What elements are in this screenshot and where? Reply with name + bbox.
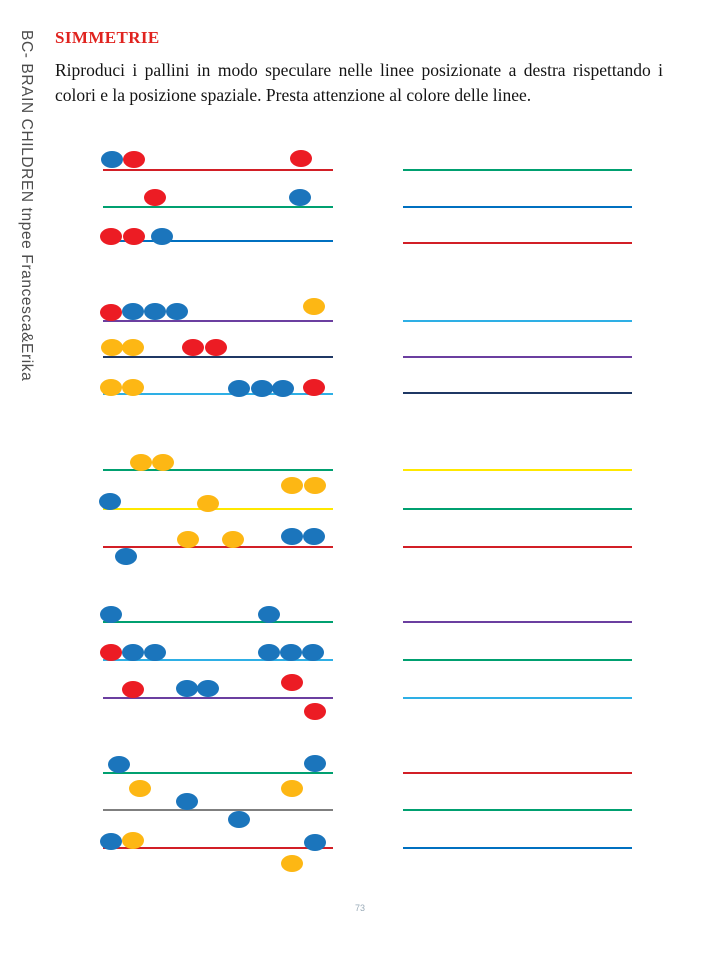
dot-yellow xyxy=(129,779,151,797)
dot-yellow xyxy=(304,476,326,494)
stimulus-line-12 xyxy=(103,697,333,699)
response-line-4 xyxy=(403,320,632,322)
dot-blue xyxy=(176,792,198,810)
dot-yellow xyxy=(122,378,144,396)
dot-yellow xyxy=(303,297,325,315)
response-line-9 xyxy=(403,546,632,548)
response-line-7 xyxy=(403,469,632,471)
dot-red xyxy=(205,338,227,356)
instructions-line-1: Riproduci i pallini in modo speculare ne… xyxy=(55,60,663,80)
response-line-13 xyxy=(403,772,632,774)
dot-yellow xyxy=(101,338,123,356)
dot-blue xyxy=(100,605,122,623)
dot-yellow xyxy=(177,530,199,548)
dot-blue xyxy=(258,605,280,623)
dot-red xyxy=(303,378,325,396)
dot-red xyxy=(144,188,166,206)
response-line-15 xyxy=(403,847,632,849)
dot-blue xyxy=(176,679,198,697)
dot-blue xyxy=(272,379,294,397)
stimulus-line-4 xyxy=(103,320,333,322)
dot-red xyxy=(290,149,312,167)
instructions: Riproduci i pallini in modo speculare ne… xyxy=(55,58,663,108)
dot-yellow xyxy=(130,453,152,471)
stimulus-line-7 xyxy=(103,469,333,471)
dot-blue xyxy=(122,302,144,320)
dot-blue xyxy=(289,188,311,206)
stimulus-line-3 xyxy=(103,240,333,242)
response-line-8 xyxy=(403,508,632,510)
dot-blue xyxy=(151,227,173,245)
response-line-5 xyxy=(403,356,632,358)
dot-red xyxy=(304,702,326,720)
dot-yellow xyxy=(281,476,303,494)
dot-red xyxy=(281,673,303,691)
dot-red xyxy=(100,303,122,321)
stimulus-line-11 xyxy=(103,659,333,661)
dot-yellow xyxy=(152,453,174,471)
dot-red xyxy=(100,643,122,661)
dot-blue xyxy=(281,527,303,545)
response-line-11 xyxy=(403,659,632,661)
sidebar-watermark-text: BC- BRAIN CHILDREN tnpee Francesca&Erika xyxy=(18,30,35,382)
stimulus-line-6 xyxy=(103,393,333,395)
response-line-1 xyxy=(403,169,632,171)
dot-blue xyxy=(302,643,324,661)
dot-blue xyxy=(304,833,326,851)
dot-blue xyxy=(166,302,188,320)
stimulus-line-1 xyxy=(103,169,333,171)
page-title: SIMMETRIE xyxy=(55,28,160,47)
dot-blue xyxy=(303,527,325,545)
stimulus-line-8 xyxy=(103,508,333,510)
dot-yellow xyxy=(122,338,144,356)
response-line-12 xyxy=(403,697,632,699)
stimulus-line-14 xyxy=(103,809,333,811)
stimulus-line-13 xyxy=(103,772,333,774)
response-line-3 xyxy=(403,242,632,244)
instructions-line-2: colori e la posizione spaziale. Presta a… xyxy=(55,84,532,105)
stimulus-line-10 xyxy=(103,621,333,623)
response-line-10 xyxy=(403,621,632,623)
dot-blue xyxy=(251,379,273,397)
dot-blue xyxy=(197,679,219,697)
dot-yellow xyxy=(281,779,303,797)
dot-yellow xyxy=(122,831,144,849)
dot-blue xyxy=(258,643,280,661)
dot-yellow xyxy=(100,378,122,396)
dot-blue xyxy=(228,379,250,397)
dot-blue xyxy=(144,302,166,320)
dot-yellow xyxy=(222,530,244,548)
dot-red xyxy=(123,150,145,168)
dot-red xyxy=(100,227,122,245)
dot-blue xyxy=(228,810,250,828)
dot-blue xyxy=(99,492,121,510)
response-line-6 xyxy=(403,392,632,394)
dot-red xyxy=(122,680,144,698)
dot-blue xyxy=(101,150,123,168)
dot-red xyxy=(123,227,145,245)
response-line-2 xyxy=(403,206,632,208)
dot-red xyxy=(182,338,204,356)
dot-blue xyxy=(108,755,130,773)
stimulus-line-2 xyxy=(103,206,333,208)
stimulus-line-5 xyxy=(103,356,333,358)
stimulus-line-15 xyxy=(103,847,333,849)
page-number: 73 xyxy=(354,903,365,913)
dot-blue xyxy=(115,547,137,565)
dot-blue xyxy=(304,754,326,772)
dot-blue xyxy=(122,643,144,661)
dot-blue xyxy=(100,832,122,850)
dot-blue xyxy=(280,643,302,661)
dot-yellow xyxy=(197,494,219,512)
dot-yellow xyxy=(281,854,303,872)
response-line-14 xyxy=(403,809,632,811)
dot-blue xyxy=(144,643,166,661)
stimulus-line-9 xyxy=(103,546,333,548)
